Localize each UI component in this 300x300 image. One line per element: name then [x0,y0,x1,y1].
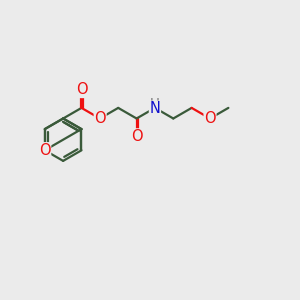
Text: O: O [204,111,216,126]
Text: O: O [131,129,142,144]
Text: O: O [76,82,87,98]
Text: O: O [94,111,106,126]
Text: O: O [39,143,51,158]
Text: H: H [150,97,160,110]
Text: N: N [149,101,161,116]
